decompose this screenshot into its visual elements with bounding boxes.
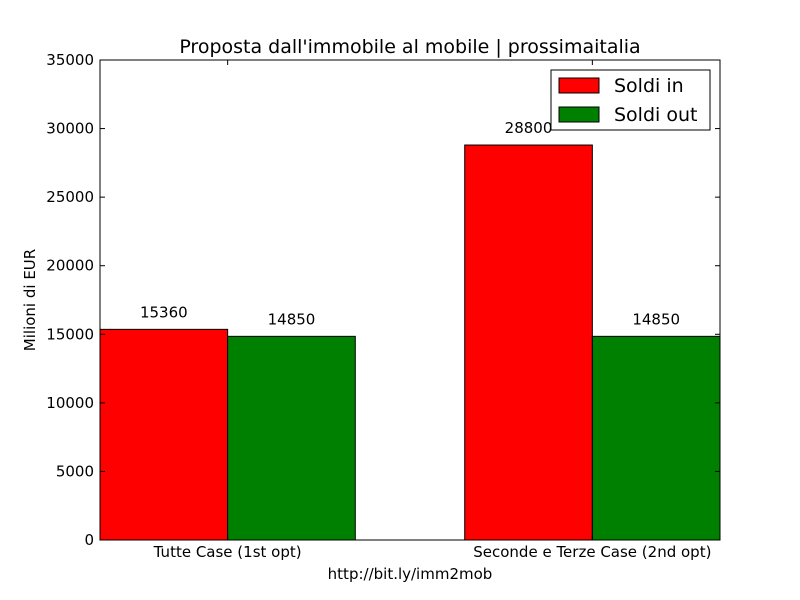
bar-soldi-out-tutte-case-1st-opt bbox=[227, 335, 356, 541]
bar-soldi-out-seconde-e-terze-case-2nd-opt bbox=[591, 335, 721, 541]
data-label-soldi-out-tutte-case-1st-opt: 14850 bbox=[268, 310, 316, 328]
chart-title: Proposta dall'immobile al mobile | pross… bbox=[179, 36, 640, 58]
bar-soldi-in-tutte-case-1st-opt bbox=[99, 328, 229, 541]
y-axis: 0 5000 10000 15000 20000 25000 30000 35000 bbox=[46, 51, 720, 549]
legend-swatch-soldi-out bbox=[558, 106, 600, 123]
y-axis-label: Milioni di EUR bbox=[21, 249, 39, 351]
y-tick-label: 35000 bbox=[46, 51, 94, 69]
y-tick-label: 20000 bbox=[46, 257, 94, 275]
x-tick-label: Seconde e Terze Case (2nd opt) bbox=[473, 543, 711, 561]
y-tick-label: 15000 bbox=[46, 325, 94, 343]
legend-label-soldi-in: Soldi in bbox=[614, 75, 684, 97]
y-tick-label: 25000 bbox=[46, 188, 94, 206]
bars bbox=[99, 144, 721, 541]
x-axis: Tutte Case (1st opt) Seconde e Terze Case… bbox=[153, 60, 711, 561]
x-tick-label: Tutte Case (1st opt) bbox=[153, 543, 302, 561]
x-axis-label: http://bit.ly/imm2mob bbox=[328, 565, 493, 583]
legend: Soldi in Soldi out bbox=[550, 69, 711, 131]
bar-soldi-in-seconde-e-terze-case-2nd-opt bbox=[464, 144, 593, 541]
data-label-soldi-in-seconde-e-terze-case-2nd-opt: 28800 bbox=[505, 119, 553, 137]
y-tick-label: 5000 bbox=[56, 462, 94, 480]
legend-swatch-soldi-in bbox=[558, 77, 600, 94]
y-tick-label: 10000 bbox=[46, 394, 94, 412]
data-labels: 15360 28800 14850 14850 bbox=[140, 119, 680, 328]
y-tick-label: 0 bbox=[84, 531, 94, 549]
data-label-soldi-out-seconde-e-terze-case-2nd-opt: 14850 bbox=[632, 310, 680, 328]
y-tick-label: 30000 bbox=[46, 120, 94, 138]
plot-frame bbox=[99, 59, 721, 541]
data-label-soldi-in-tutte-case-1st-opt: 15360 bbox=[140, 303, 188, 321]
legend-label-soldi-out: Soldi out bbox=[614, 104, 697, 126]
